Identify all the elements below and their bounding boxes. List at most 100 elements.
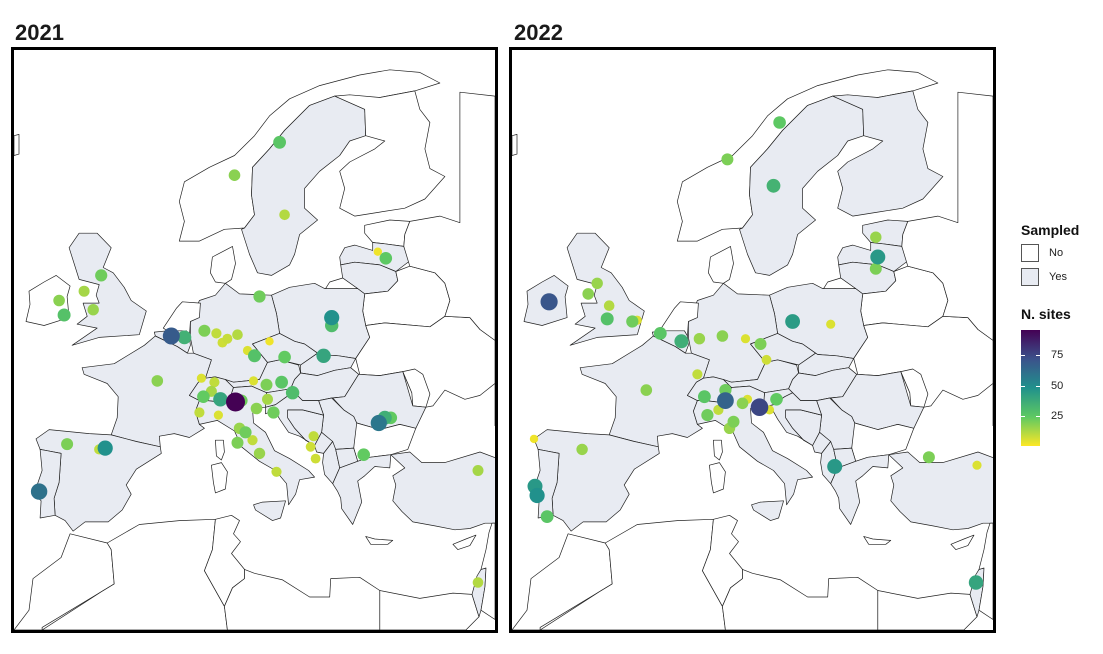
- sites-colorbar: 75 50 25: [1021, 330, 1101, 450]
- country-sardinia: [211, 462, 228, 494]
- country-finland: [832, 90, 944, 217]
- site-point: [721, 153, 734, 166]
- site-point: [231, 436, 244, 449]
- country-levant: [978, 522, 993, 620]
- site-point: [194, 407, 205, 418]
- country-layer: [512, 69, 993, 630]
- colorbar-tick: [1021, 416, 1025, 418]
- country-uk: [566, 232, 645, 346]
- sampled-key-no-label: No: [1049, 247, 1064, 259]
- sampled-key-no-swatch: [1021, 244, 1039, 262]
- site-point: [198, 324, 211, 337]
- site-point: [213, 392, 228, 407]
- site-point: [701, 409, 714, 422]
- site-point: [310, 453, 321, 464]
- sampled-key-yes-label: Yes: [1049, 271, 1067, 283]
- site-point: [232, 329, 243, 341]
- site-point: [770, 393, 783, 406]
- site-point: [576, 443, 588, 456]
- site-point: [95, 269, 108, 282]
- site-point: [869, 262, 882, 275]
- site-point: [97, 440, 113, 456]
- site-point: [211, 328, 222, 339]
- map-panel-2021: [11, 47, 498, 633]
- country-russia: [403, 91, 495, 427]
- site-point: [740, 334, 751, 344]
- site-point: [826, 319, 836, 329]
- site-point: [529, 487, 545, 504]
- country-kaliningrad: [823, 277, 857, 289]
- site-point: [275, 375, 288, 389]
- country-denmark: [210, 246, 236, 284]
- country-sweden: [739, 95, 865, 276]
- site-point: [626, 315, 639, 328]
- map-2021: [14, 69, 495, 630]
- site-point: [591, 277, 603, 289]
- site-point: [357, 448, 371, 462]
- site-point: [827, 459, 843, 474]
- site-point: [248, 376, 259, 386]
- site-point: [692, 369, 703, 380]
- sampled-key-no: No: [1021, 244, 1101, 262]
- site-point: [78, 285, 90, 297]
- site-point: [582, 288, 594, 300]
- site-point: [196, 373, 206, 383]
- site-point: [785, 314, 800, 329]
- site-point: [693, 333, 706, 345]
- site-point: [379, 252, 393, 265]
- site-point: [177, 330, 192, 345]
- site-point: [271, 466, 282, 477]
- site-point: [972, 460, 982, 470]
- site-point: [278, 350, 291, 364]
- site-point: [653, 327, 667, 340]
- site-point: [213, 410, 223, 420]
- site-point: [472, 465, 484, 476]
- site-point: [87, 304, 99, 316]
- colorbar-tick-label: 75: [1051, 348, 1064, 361]
- site-point: [324, 310, 340, 326]
- sampled-key-yes-swatch: [1021, 268, 1039, 286]
- site-point: [151, 375, 164, 387]
- site-point: [603, 300, 615, 311]
- sites-legend-title: N. sites: [1021, 306, 1071, 322]
- site-point: [600, 312, 614, 326]
- country-crete: [863, 536, 892, 545]
- site-point: [239, 426, 252, 439]
- country-moldova: [900, 368, 929, 408]
- country-levant: [480, 522, 495, 620]
- colorbar-tick: [1021, 354, 1025, 356]
- site-point: [716, 330, 729, 342]
- site-point: [529, 434, 539, 444]
- site-point: [253, 447, 266, 460]
- country-greece: [830, 454, 890, 525]
- sampled-key-yes: Yes: [1021, 268, 1101, 286]
- country-estonia: [364, 219, 411, 247]
- site-point: [247, 435, 258, 446]
- site-point: [265, 337, 274, 346]
- site-point: [260, 378, 273, 391]
- site-point: [226, 392, 245, 412]
- country-finland: [334, 90, 446, 217]
- map-2022: [512, 69, 993, 630]
- country-denmark: [708, 246, 734, 284]
- site-point: [773, 116, 786, 129]
- country-turkey: [888, 451, 993, 531]
- site-point: [162, 327, 180, 345]
- country-corsica: [713, 439, 723, 461]
- site-point: [305, 441, 316, 452]
- site-point: [754, 338, 767, 350]
- site-point: [273, 135, 286, 149]
- panel-title-2021: 2021: [15, 20, 64, 45]
- panel-title-2022: 2022: [514, 20, 563, 45]
- country-cyprus: [950, 534, 975, 550]
- site-point: [750, 398, 769, 417]
- country-kaliningrad: [325, 277, 359, 289]
- site-points: [30, 135, 484, 588]
- site-point: [228, 169, 241, 181]
- site-point: [736, 397, 749, 410]
- sampled-legend-title: Sampled: [1021, 222, 1080, 238]
- site-point: [250, 402, 263, 415]
- site-point: [57, 308, 71, 322]
- site-point: [370, 414, 387, 432]
- site-point: [30, 483, 48, 500]
